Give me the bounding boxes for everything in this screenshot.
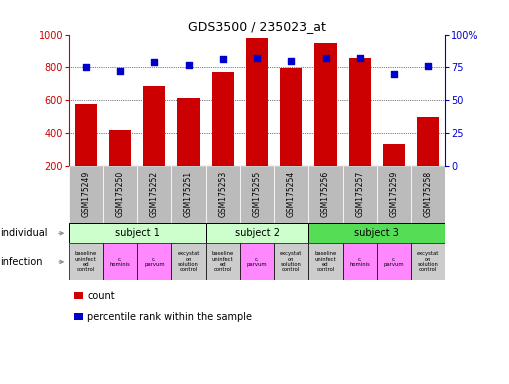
Title: GDS3500 / 235023_at: GDS3500 / 235023_at — [188, 20, 326, 33]
Text: count: count — [87, 291, 115, 301]
Bar — [349, 58, 371, 166]
Text: c.
parvum: c. parvum — [144, 257, 164, 267]
Point — [219, 56, 227, 63]
Bar — [69, 223, 206, 243]
Text: subject 1: subject 1 — [115, 228, 160, 238]
Bar — [172, 243, 206, 280]
Text: GSM175255: GSM175255 — [252, 171, 262, 217]
Text: excystat
on
solution
control: excystat on solution control — [177, 251, 200, 273]
Text: GSM175253: GSM175253 — [218, 171, 228, 217]
Bar — [308, 166, 343, 223]
Bar — [343, 243, 377, 280]
Bar — [178, 98, 200, 166]
Bar — [377, 243, 411, 280]
Bar — [377, 166, 411, 223]
Bar — [69, 166, 103, 223]
Bar — [411, 243, 445, 280]
Bar — [411, 166, 445, 223]
Text: subject 3: subject 3 — [354, 228, 400, 238]
Bar — [206, 223, 308, 243]
Text: GSM175256: GSM175256 — [321, 171, 330, 217]
Text: excystat
on
solution
control: excystat on solution control — [280, 251, 302, 273]
Bar — [137, 243, 172, 280]
Text: excystat
on
solution
control: excystat on solution control — [417, 251, 439, 273]
Bar — [417, 117, 439, 166]
Bar — [103, 166, 137, 223]
Text: c.
hominis: c. hominis — [349, 257, 370, 267]
Point — [150, 59, 158, 65]
Text: baseline
uninfect
ed
control: baseline uninfect ed control — [212, 251, 234, 273]
Bar — [274, 243, 308, 280]
Bar — [315, 43, 336, 166]
Bar — [75, 104, 97, 166]
Text: c.
parvum: c. parvum — [384, 257, 404, 267]
Point — [287, 58, 295, 64]
Text: GSM175254: GSM175254 — [287, 171, 296, 217]
Bar — [69, 243, 103, 280]
Bar — [206, 243, 240, 280]
Point — [322, 55, 330, 61]
Bar — [240, 166, 274, 223]
Text: GSM175259: GSM175259 — [389, 171, 399, 217]
Text: c.
hominis: c. hominis — [109, 257, 130, 267]
Text: subject 2: subject 2 — [235, 228, 279, 238]
Point — [82, 64, 90, 70]
Text: percentile rank within the sample: percentile rank within the sample — [87, 312, 252, 322]
Text: GSM175251: GSM175251 — [184, 171, 193, 217]
Point — [424, 63, 432, 69]
Bar — [274, 166, 308, 223]
Text: GSM175250: GSM175250 — [116, 171, 125, 217]
Text: baseline
uninfect
ed
control: baseline uninfect ed control — [315, 251, 336, 273]
Text: c.
parvum: c. parvum — [247, 257, 267, 267]
Bar — [137, 166, 172, 223]
Bar — [143, 86, 165, 166]
Point — [184, 62, 192, 68]
Bar — [109, 129, 131, 166]
Bar — [383, 144, 405, 166]
Bar — [240, 243, 274, 280]
Bar — [246, 38, 268, 166]
Text: individual: individual — [1, 228, 48, 238]
Bar — [308, 223, 445, 243]
Text: GSM175258: GSM175258 — [424, 171, 433, 217]
Point — [356, 55, 364, 61]
Text: GSM175257: GSM175257 — [355, 171, 364, 217]
Point — [116, 68, 124, 74]
Bar — [280, 68, 302, 166]
Bar — [308, 243, 343, 280]
Bar — [103, 243, 137, 280]
Point — [253, 55, 261, 61]
Bar — [206, 166, 240, 223]
Text: GSM175249: GSM175249 — [81, 171, 90, 217]
Bar — [172, 166, 206, 223]
Text: infection: infection — [1, 257, 43, 267]
Bar — [343, 166, 377, 223]
Text: GSM175252: GSM175252 — [150, 171, 159, 217]
Bar — [212, 72, 234, 166]
Point — [390, 71, 398, 77]
Text: baseline
uninfect
ed
control: baseline uninfect ed control — [75, 251, 97, 273]
